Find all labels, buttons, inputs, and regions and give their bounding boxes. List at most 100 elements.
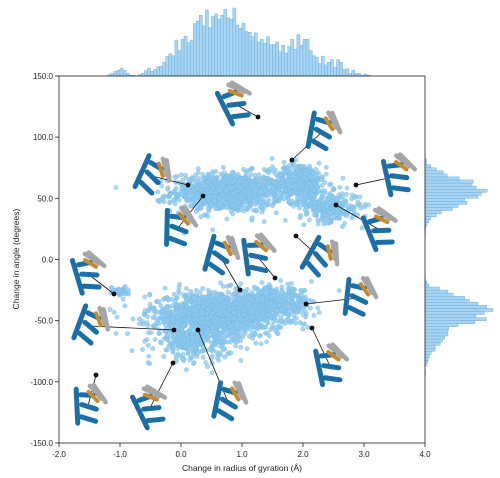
histogram-bar bbox=[424, 326, 449, 331]
scatter-point bbox=[184, 286, 189, 291]
structure-icon-pose-upper-right-a bbox=[289, 110, 343, 163]
scatter-point bbox=[150, 305, 156, 311]
scatter-point bbox=[261, 181, 267, 187]
scatter-point bbox=[268, 294, 274, 300]
x-tick-label: -2.0 bbox=[52, 450, 66, 459]
histogram-bar bbox=[424, 338, 443, 343]
scatter-point bbox=[200, 172, 206, 177]
scatter-point bbox=[149, 330, 154, 335]
scatter-point bbox=[165, 185, 171, 191]
scatter-point bbox=[258, 200, 264, 205]
scatter-point bbox=[238, 207, 244, 213]
histogram-bar bbox=[196, 20, 200, 77]
histogram-bar bbox=[424, 195, 479, 199]
scatter-point bbox=[130, 316, 136, 322]
scatter-point bbox=[216, 357, 221, 363]
scatter-point bbox=[176, 197, 182, 203]
scatter-point bbox=[216, 307, 222, 313]
scatter-point bbox=[240, 325, 246, 331]
scatter-point bbox=[311, 193, 316, 199]
protein-glyph bbox=[214, 80, 252, 127]
histogram-bar bbox=[211, 16, 215, 77]
scatter-point bbox=[340, 175, 346, 181]
scatter-point bbox=[316, 310, 322, 315]
scatter-point bbox=[108, 284, 114, 290]
scatter-point bbox=[264, 339, 269, 345]
scatter-point bbox=[256, 172, 262, 178]
histogram-bar bbox=[223, 9, 227, 77]
scatter-point bbox=[220, 192, 226, 197]
scatter-point bbox=[191, 294, 196, 300]
scatter-point bbox=[305, 181, 311, 186]
scatter-point bbox=[327, 210, 332, 215]
scatter-point bbox=[187, 298, 193, 303]
scatter-point bbox=[248, 321, 254, 327]
scatter-point bbox=[226, 307, 232, 313]
scatter-point bbox=[307, 163, 312, 169]
scatter-point bbox=[256, 287, 262, 293]
histogram-bar bbox=[180, 39, 185, 77]
scatter-point bbox=[129, 348, 135, 354]
grey-helix bbox=[226, 80, 252, 96]
histogram-bar bbox=[205, 9, 209, 77]
scatter-point bbox=[290, 318, 296, 324]
histogram-bar bbox=[202, 25, 206, 77]
scatter-point bbox=[161, 354, 167, 359]
x-tick-label: -1.0 bbox=[113, 450, 127, 459]
histogram-bar bbox=[424, 198, 465, 202]
histogram-bar bbox=[424, 182, 473, 187]
scatter-point bbox=[227, 323, 233, 329]
histogram-bar bbox=[238, 28, 243, 77]
histogram-bar bbox=[159, 65, 163, 77]
scatter-point bbox=[107, 307, 113, 312]
scatter-point bbox=[231, 190, 236, 196]
scatter-point bbox=[238, 344, 244, 350]
scatter-point bbox=[303, 212, 309, 217]
scatter-point bbox=[344, 185, 350, 191]
scatter-point bbox=[322, 212, 327, 218]
scatter-point bbox=[189, 334, 195, 340]
scatter-point bbox=[195, 166, 201, 172]
scatter-point bbox=[113, 185, 119, 190]
scatter-point bbox=[279, 177, 285, 183]
structure-icon-pose-right-c bbox=[303, 275, 379, 317]
scatter-point bbox=[184, 330, 190, 336]
scatter-point bbox=[193, 172, 199, 178]
scatter-point bbox=[183, 299, 189, 305]
scatter-point bbox=[193, 311, 199, 317]
scatter-point bbox=[174, 314, 180, 320]
scatter-point bbox=[216, 196, 222, 201]
scatter-point bbox=[188, 289, 194, 294]
histogram-bar bbox=[260, 39, 264, 77]
histogram-bar bbox=[116, 69, 121, 77]
scatter-point bbox=[251, 284, 257, 290]
histogram-bar bbox=[119, 67, 124, 77]
scatter-point bbox=[272, 187, 278, 193]
scatter-point bbox=[270, 323, 275, 328]
scatter-point bbox=[221, 328, 227, 334]
scatter-point bbox=[228, 350, 234, 356]
scatter-point bbox=[144, 337, 150, 342]
scatter-point bbox=[206, 196, 211, 202]
scatter-point bbox=[222, 170, 227, 176]
histogram-bar bbox=[214, 13, 218, 77]
histogram-bar bbox=[424, 302, 479, 306]
histogram-bar bbox=[424, 179, 474, 184]
scatter-point bbox=[141, 321, 146, 327]
callout-dot bbox=[237, 287, 243, 293]
scatter-point bbox=[357, 202, 363, 207]
histogram-bar bbox=[183, 35, 188, 77]
scatter-point bbox=[200, 328, 206, 333]
scatter-point bbox=[330, 195, 336, 201]
scatter-point bbox=[224, 188, 229, 194]
scatter-point bbox=[252, 303, 258, 309]
histogram-bar bbox=[424, 167, 437, 172]
histogram-bar bbox=[266, 36, 270, 77]
y-tick-label: -150.0 bbox=[30, 439, 53, 448]
histogram-bar bbox=[281, 45, 285, 77]
scatter-point bbox=[181, 194, 187, 199]
scatter-point bbox=[324, 220, 330, 226]
histogram-bar bbox=[424, 347, 436, 352]
scatter-point bbox=[289, 281, 294, 286]
scatter-point bbox=[124, 291, 130, 296]
